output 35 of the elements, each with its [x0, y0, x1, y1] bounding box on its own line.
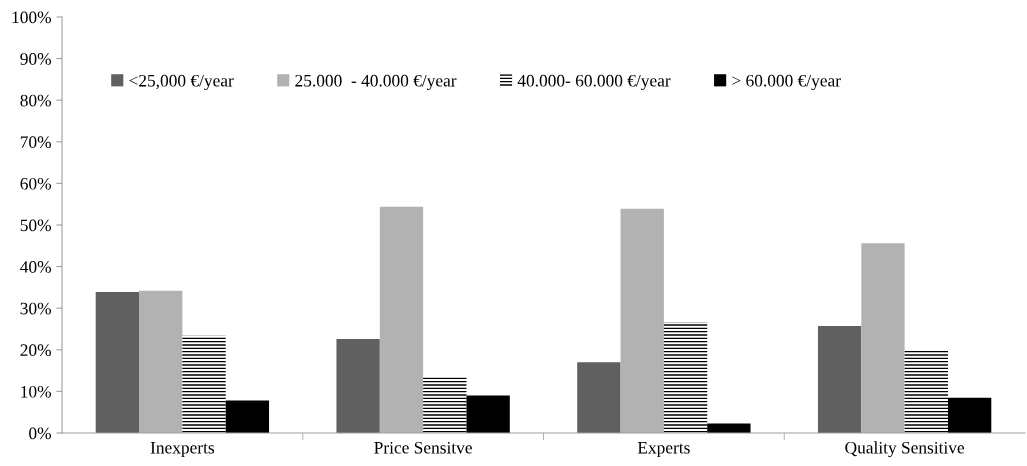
- bar: [904, 349, 948, 433]
- bar: [182, 335, 226, 433]
- y-tick-label: 100%: [12, 11, 51, 24]
- y-tick-label: 90%: [20, 53, 51, 65]
- y-tick-label: 40%: [20, 261, 51, 273]
- bar: [466, 395, 510, 433]
- y-tick-label: 60%: [20, 177, 51, 190]
- bar: [95, 291, 140, 433]
- bar: [620, 208, 664, 433]
- x-tick-label: Inexperts: [150, 442, 215, 458]
- x-tick-label: Quality Sensitive: [845, 441, 965, 458]
- bar: [663, 321, 708, 433]
- legend-label: > 60.000 €/year: [732, 74, 841, 91]
- bar: [225, 400, 270, 433]
- bar: [139, 290, 183, 433]
- bar: [817, 326, 862, 433]
- y-tick-label: 80%: [20, 94, 51, 107]
- legend-label: <25,000 €/year: [129, 74, 234, 91]
- bar: [577, 362, 621, 433]
- bar: [707, 423, 751, 433]
- bar: [861, 243, 905, 433]
- x-tick-label: Experts: [637, 442, 690, 458]
- y-tick-label: 50%: [20, 219, 51, 232]
- y-tick-label: 70%: [20, 136, 51, 149]
- y-tick-label: 20%: [20, 344, 51, 357]
- y-tick-label: 10%: [21, 385, 51, 398]
- bar: [947, 397, 992, 433]
- y-tick-label: 30%: [20, 302, 51, 315]
- legend-label: 40.000- 60.000 €/year: [517, 74, 671, 91]
- x-tick-label: Price Sensitve: [374, 441, 472, 454]
- bar: [379, 206, 424, 433]
- bar: [423, 377, 467, 433]
- y-tick-label: 0%: [29, 427, 51, 440]
- bar: [336, 338, 380, 433]
- legend-label: 25.000 - 40.000 €/year: [295, 74, 457, 91]
